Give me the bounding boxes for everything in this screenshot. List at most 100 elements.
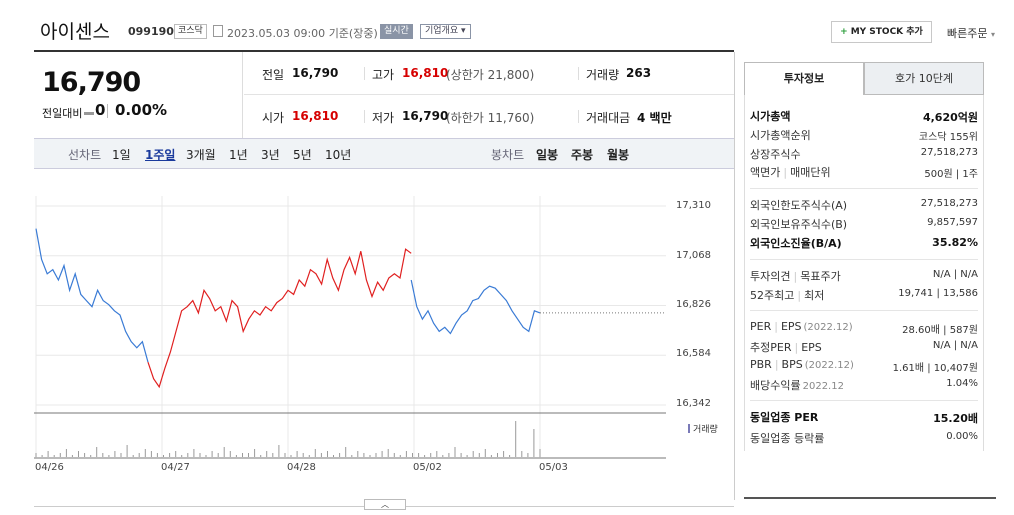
- divider: [578, 67, 579, 80]
- amount-value: 4 백만: [637, 111, 672, 125]
- high-value: 16,810: [402, 66, 449, 80]
- stock-name: 아이센스: [40, 21, 110, 43]
- info-value: 35.82%: [932, 236, 978, 249]
- prev-close-value: 16,790: [292, 66, 339, 80]
- market-badge: 코스닥: [174, 24, 207, 39]
- volume-value: 263: [626, 66, 652, 80]
- info-value: 0.00%: [946, 431, 978, 442]
- tab-5y[interactable]: 5년: [293, 148, 312, 162]
- info-label: 외국인보유주식수(B): [750, 218, 848, 231]
- candle-chart-label: 봉차트: [491, 148, 525, 162]
- info-label: 시가총액순위: [750, 129, 811, 142]
- tab-monthly-candle[interactable]: 월봉: [607, 148, 630, 162]
- tab-weekly-candle[interactable]: 주봉: [571, 148, 594, 162]
- divider: [364, 110, 365, 123]
- panel-bottom-rule: [744, 497, 996, 499]
- calendar-icon: [213, 25, 223, 37]
- price-series-line: [147, 248, 412, 389]
- header-divider: [34, 50, 734, 52]
- tab-1y[interactable]: 1년: [229, 148, 248, 162]
- info-label: 52주최고 | 최저: [750, 289, 825, 302]
- chart-grid: [34, 196, 666, 459]
- tab-3y[interactable]: 3년: [261, 148, 280, 162]
- panel-divider: [734, 52, 735, 500]
- info-label: 동일업종 PER: [750, 411, 819, 424]
- tab-10y[interactable]: 10년: [325, 148, 352, 162]
- divider: [578, 110, 579, 123]
- line-chart-label: 선차트: [68, 148, 102, 162]
- info-label: 추정PER | EPS: [750, 341, 822, 354]
- info-label: 외국인소진율(B/A): [750, 237, 842, 250]
- price-series-line: [35, 228, 149, 363]
- plus-icon: +: [840, 27, 848, 37]
- y-tick-label: 16,584: [676, 348, 711, 359]
- row-divider: [244, 94, 734, 95]
- section-divider: [750, 310, 978, 311]
- tab-3m[interactable]: 3개월: [186, 148, 216, 162]
- info-value: 코스닥 155위: [918, 132, 978, 143]
- tab-investment-info[interactable]: 투자정보: [744, 62, 864, 95]
- flat-icon: [84, 112, 95, 115]
- collapse-chart-button[interactable]: ︿: [364, 499, 406, 510]
- volume-bars: [35, 421, 541, 457]
- change-value: 0: [95, 101, 106, 119]
- info-label: PBR | BPS (2022.12): [750, 358, 854, 371]
- low-label: 저가: [372, 111, 395, 125]
- info-label: 시가총액: [750, 110, 791, 123]
- x-tick-label: 05/03: [539, 462, 568, 473]
- info-value: 19,741 | 13,586: [898, 288, 978, 299]
- info-value: 1.04%: [946, 378, 978, 389]
- info-label: 투자의견 | 목표주가: [750, 270, 841, 283]
- info-value: 4,620억원: [922, 111, 978, 124]
- info-value: N/A | N/A: [932, 340, 978, 351]
- price-lines: [35, 228, 664, 389]
- price-summary: [34, 52, 243, 138]
- current-price: 16,790: [42, 67, 141, 98]
- quote-datetime: 2023.05.03 09:00 기준(장중): [227, 27, 378, 40]
- info-label: PER | EPS (2022.12): [750, 320, 853, 333]
- high-label: 고가: [372, 68, 395, 82]
- y-tick-label: 16,342: [676, 398, 711, 409]
- amount-label: 거래대금: [586, 111, 631, 125]
- section-divider: [750, 400, 978, 401]
- chevron-down-icon: ▾: [990, 30, 995, 39]
- info-value: 9,857,597: [927, 217, 978, 228]
- y-tick-label: 16,826: [676, 299, 711, 310]
- volume-label: 거래량: [586, 68, 620, 82]
- change-label: 전일대비: [42, 105, 95, 121]
- info-label: 액면가 | 매매단위: [750, 166, 831, 179]
- lower-limit: (하한가 11,760): [446, 111, 535, 125]
- upper-limit: (상한가 21,800): [446, 68, 535, 82]
- company-overview-dropdown[interactable]: 기업개요 ▾: [420, 24, 471, 39]
- x-tick-label: 04/28: [287, 462, 316, 473]
- tab-daily-candle[interactable]: 일봉: [536, 148, 559, 162]
- volume-legend: 거래량: [688, 422, 718, 435]
- tab-1w[interactable]: 1주일: [145, 148, 176, 162]
- quick-order-dropdown[interactable]: 빠른주문 ▾: [947, 27, 995, 40]
- info-label: 외국인한도주식수(A): [750, 199, 848, 212]
- price-chart[interactable]: [0, 0, 734, 515]
- realtime-badge[interactable]: 실시간: [380, 24, 413, 39]
- info-label: 상장주식수: [750, 148, 801, 161]
- x-tick-label: 04/27: [161, 462, 190, 473]
- y-tick-label: 17,068: [676, 250, 711, 261]
- info-label: 동일업종 등락률: [750, 432, 825, 445]
- info-value: 27,518,273: [920, 198, 978, 209]
- info-value: N/A | N/A: [932, 269, 978, 280]
- change-percent: 0.00%: [115, 101, 168, 119]
- x-tick-label: 04/26: [35, 462, 64, 473]
- divider: [107, 104, 108, 118]
- info-value: 27,518,273: [920, 147, 978, 158]
- chevron-down-icon: ▾: [461, 26, 466, 36]
- investment-info-panel: [744, 95, 984, 451]
- my-stock-add-button[interactable]: + MY STOCK 추가: [831, 21, 932, 43]
- open-label: 시가: [262, 111, 285, 125]
- price-series-line: [410, 279, 541, 335]
- tab-1d[interactable]: 1일: [112, 148, 131, 162]
- info-value: 1.61배 | 10,407원: [892, 363, 978, 374]
- x-tick-label: 05/02: [413, 462, 442, 473]
- prev-close-label: 전일: [262, 68, 285, 82]
- tab-orderbook-10[interactable]: 호가 10단계: [864, 62, 984, 95]
- open-value: 16,810: [292, 109, 339, 123]
- chart-tab-bar: [34, 138, 734, 169]
